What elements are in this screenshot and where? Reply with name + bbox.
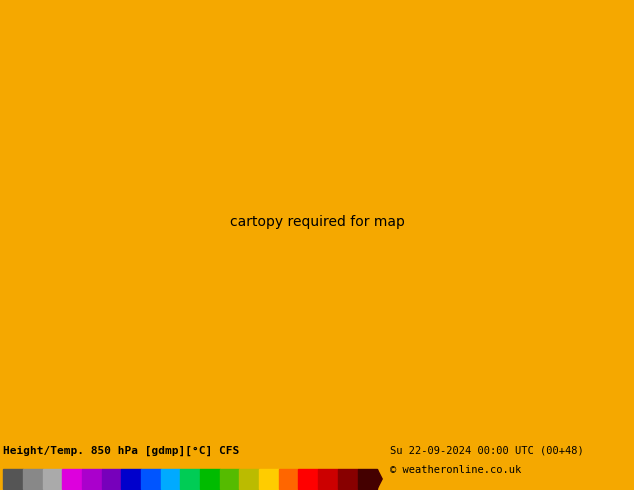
Bar xyxy=(259,469,279,489)
Bar xyxy=(160,469,180,489)
Bar xyxy=(62,469,82,489)
Bar xyxy=(23,469,42,489)
Bar xyxy=(82,469,101,489)
Bar xyxy=(121,469,141,489)
Bar xyxy=(3,469,23,489)
Bar xyxy=(180,469,200,489)
Bar xyxy=(279,469,299,489)
Text: Height/Temp. 850 hPa [gdmp][°C] CFS: Height/Temp. 850 hPa [gdmp][°C] CFS xyxy=(3,446,240,456)
Bar xyxy=(358,469,377,489)
Text: cartopy required for map: cartopy required for map xyxy=(230,216,404,229)
Bar xyxy=(220,469,240,489)
Text: Su 22-09-2024 00:00 UTC (00+48): Su 22-09-2024 00:00 UTC (00+48) xyxy=(390,446,584,456)
Bar xyxy=(318,469,338,489)
Bar xyxy=(42,469,62,489)
Text: © weatheronline.co.uk: © weatheronline.co.uk xyxy=(390,465,521,475)
FancyArrow shape xyxy=(377,469,382,489)
Bar xyxy=(200,469,220,489)
Bar xyxy=(338,469,358,489)
Bar xyxy=(240,469,259,489)
Bar xyxy=(299,469,318,489)
Bar xyxy=(101,469,121,489)
Bar xyxy=(141,469,160,489)
